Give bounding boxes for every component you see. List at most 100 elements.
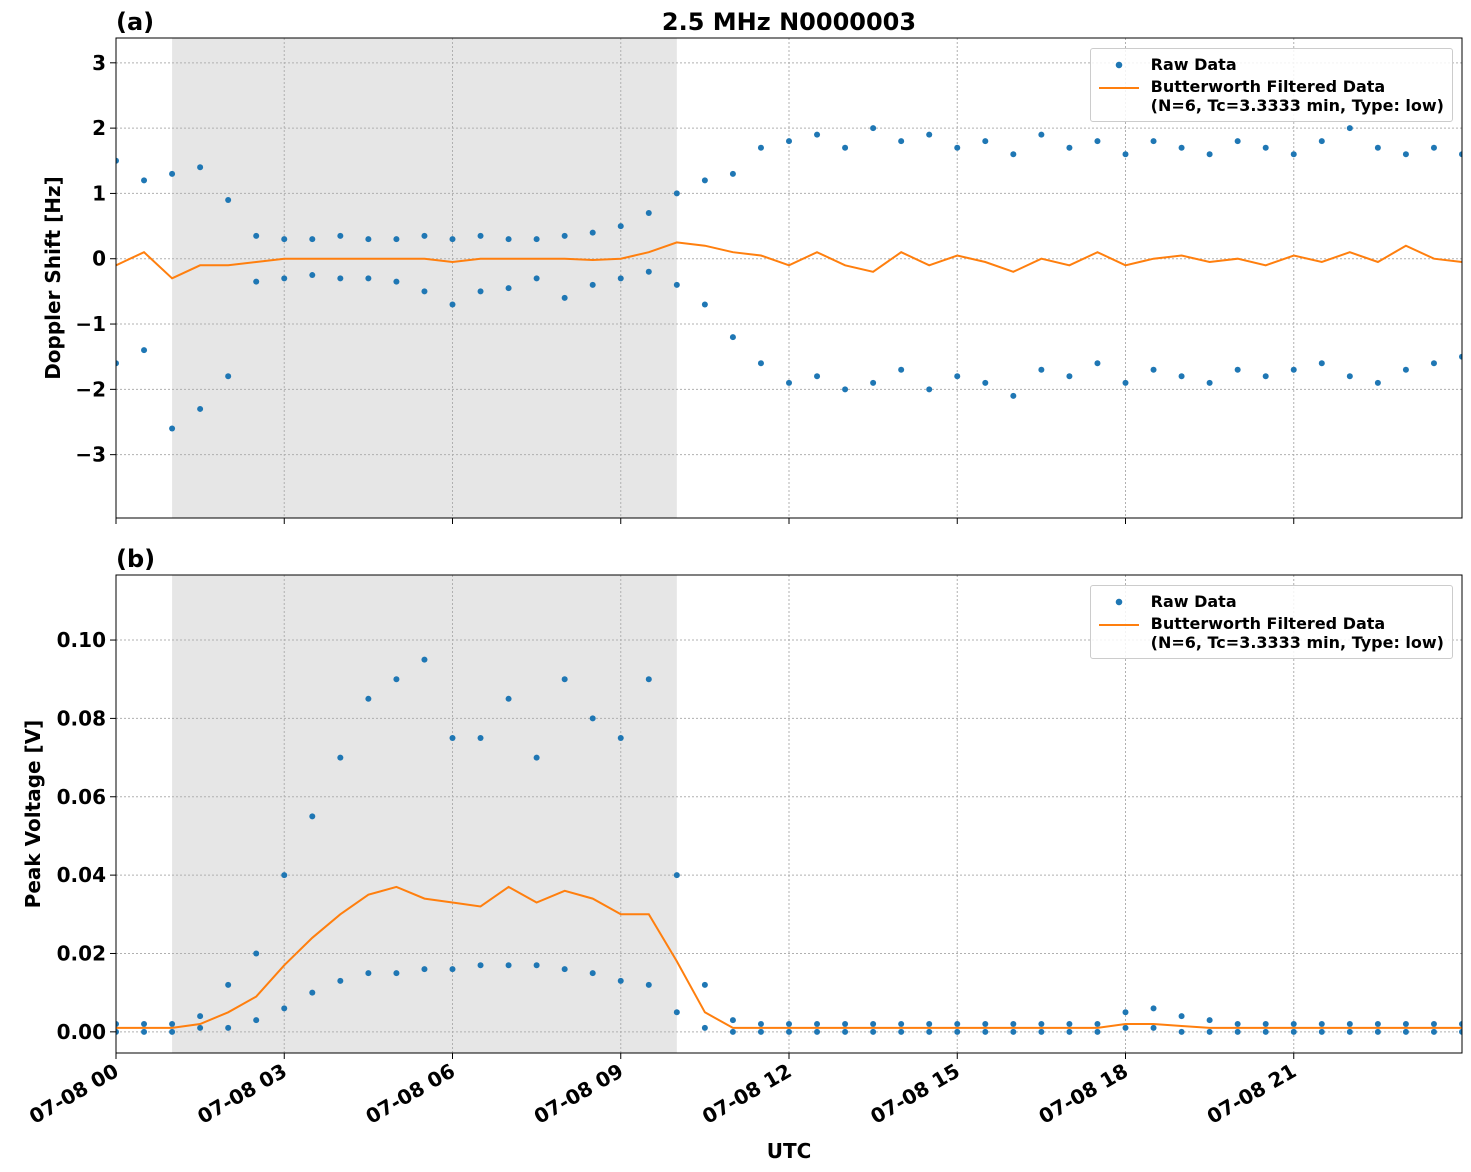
legend-label: Butterworth Filtered Data (N=6, Tc=3.333… (1150, 614, 1444, 652)
raw-point (1459, 1028, 1462, 1035)
raw-point (225, 196, 232, 203)
raw-point (393, 676, 400, 683)
legend-swatch (1098, 592, 1139, 612)
raw-point (1178, 144, 1185, 151)
raw-point (926, 386, 933, 393)
raw-point (870, 1021, 877, 1028)
raw-point (169, 1028, 176, 1035)
raw-point (982, 1028, 989, 1035)
raw-point (253, 950, 260, 957)
raw-point (225, 373, 232, 380)
raw-point (1290, 1028, 1297, 1035)
raw-point (617, 275, 624, 282)
raw-point (1122, 1009, 1129, 1016)
raw-point (926, 1021, 933, 1028)
raw-point (926, 131, 933, 138)
x-axis-label: UTC (767, 1139, 812, 1163)
raw-point (1430, 1021, 1437, 1028)
raw-point (842, 386, 849, 393)
raw-point (814, 1021, 821, 1028)
raw-point (673, 190, 680, 197)
raw-point (116, 360, 119, 367)
raw-point (814, 1028, 821, 1035)
legend-entry: Raw Data (1098, 592, 1444, 612)
raw-point (561, 294, 568, 301)
raw-point (1402, 1021, 1409, 1028)
raw-point (1346, 1021, 1353, 1028)
shaded-span (172, 38, 677, 518)
raw-point (449, 734, 456, 741)
raw-point (141, 1021, 148, 1028)
raw-point (449, 301, 456, 308)
raw-point (337, 977, 344, 984)
raw-point (589, 229, 596, 236)
legend-label: Raw Data (1150, 592, 1237, 611)
raw-point (786, 379, 792, 386)
raw-point (1178, 1013, 1185, 1020)
raw-point (1010, 151, 1017, 158)
raw-point (870, 125, 877, 132)
raw-point (1234, 1028, 1241, 1035)
y-tick-label: 0.02 (57, 941, 106, 965)
raw-point (645, 676, 652, 683)
raw-point (701, 981, 708, 988)
raw-point (225, 1024, 232, 1031)
raw-point (786, 1028, 792, 1035)
x-tick-label: 07-08 12 (698, 1059, 796, 1129)
raw-point (954, 144, 961, 151)
shaded-span (172, 575, 677, 1053)
raw-point (533, 275, 540, 282)
raw-point (1066, 1021, 1073, 1028)
raw-point (954, 1028, 961, 1035)
legend-label: Raw Data (1150, 55, 1237, 74)
raw-point (365, 970, 372, 977)
raw-point (1178, 373, 1185, 380)
raw-point (337, 275, 344, 282)
raw-point (561, 966, 568, 973)
raw-point (786, 1021, 792, 1028)
raw-point (1122, 1024, 1129, 1031)
raw-point (1010, 1028, 1017, 1035)
chart-title: 2.5 MHz N0000003 (662, 8, 916, 36)
y-tick-label: 0 (92, 247, 106, 271)
raw-point (842, 1028, 849, 1035)
raw-point (1122, 379, 1129, 386)
raw-point (1262, 144, 1269, 151)
raw-point (449, 966, 456, 973)
raw-point (1234, 138, 1241, 145)
raw-point (533, 236, 540, 243)
raw-point (1150, 138, 1157, 145)
raw-point (1374, 144, 1381, 151)
raw-point (982, 1021, 989, 1028)
raw-point (757, 1021, 764, 1028)
data-layer (116, 125, 1462, 432)
raw-point (449, 236, 456, 243)
raw-point (141, 177, 148, 184)
raw-point (898, 1021, 905, 1028)
plot-frame (115, 574, 1463, 1054)
raw-point (589, 281, 596, 288)
raw-point (757, 360, 764, 367)
legend-label: Butterworth Filtered Data (N=6, Tc=3.333… (1150, 77, 1444, 115)
raw-point (617, 977, 624, 984)
raw-point (533, 754, 540, 761)
raw-point (477, 734, 484, 741)
raw-point (1206, 1028, 1213, 1035)
filtered-line (116, 241, 1462, 280)
raw-point (1094, 138, 1101, 145)
raw-point (898, 138, 905, 145)
raw-point (786, 138, 792, 145)
raw-point (1150, 1005, 1157, 1012)
raw-point (701, 1024, 708, 1031)
legend: Raw Data Butterworth Filtered Data (N=6, … (1089, 585, 1453, 659)
raw-point (281, 275, 288, 282)
raw-point (505, 695, 512, 702)
raw-point (673, 1009, 680, 1016)
raw-point (1234, 366, 1241, 373)
raw-point (1066, 144, 1073, 151)
raw-point (1094, 1028, 1101, 1035)
raw-point (1402, 366, 1409, 373)
raw-point (1374, 379, 1381, 386)
raw-point (1402, 1028, 1409, 1035)
raw-point (505, 285, 512, 292)
